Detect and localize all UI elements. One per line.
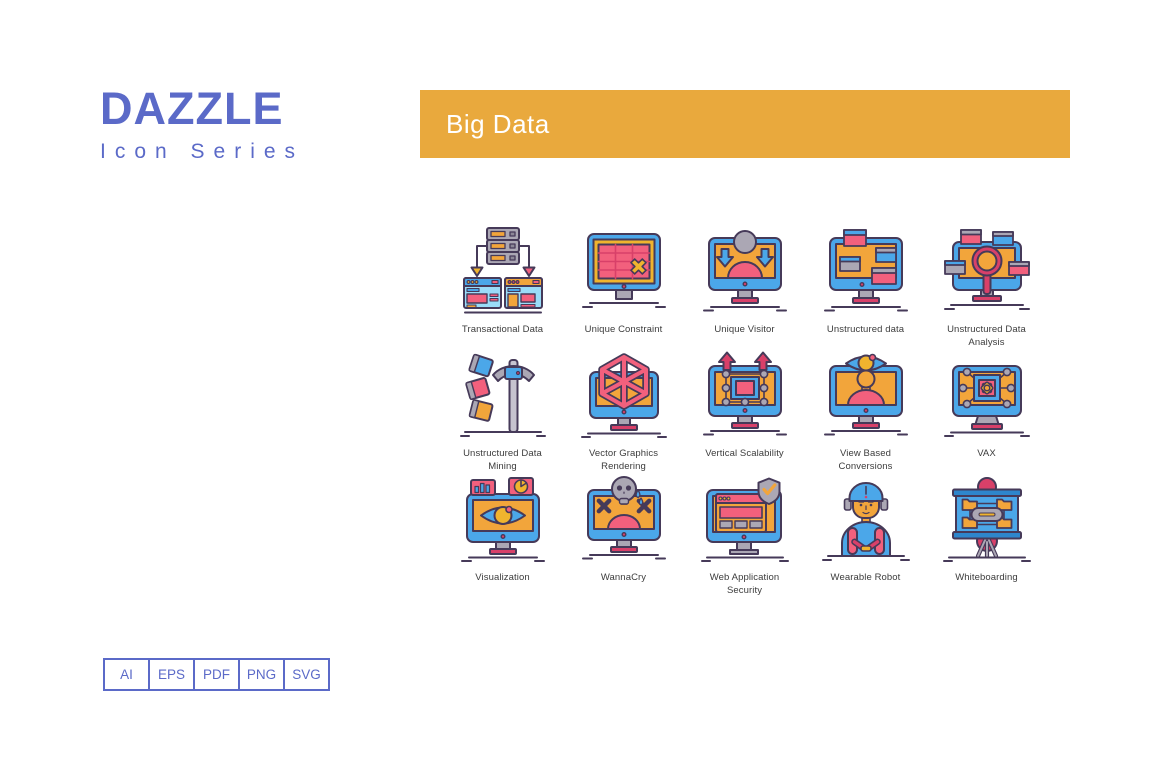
icon-cell-vax: VAX bbox=[926, 348, 1047, 472]
icon-label: Unstructured Data Mining bbox=[463, 448, 542, 472]
icon-label: Whiteboarding bbox=[955, 572, 1018, 583]
icon-label: Unstructured data bbox=[826, 324, 905, 335]
icon-label: Unique Constraint bbox=[584, 324, 663, 335]
icon-label: Web Application Security bbox=[709, 572, 780, 596]
format-badge-eps: EPS bbox=[150, 660, 195, 689]
icon-cell-whiteboarding: Whiteboarding bbox=[926, 472, 1047, 596]
icon-label: Vector Graphics Rendering bbox=[588, 448, 659, 472]
format-badge-pdf: PDF bbox=[195, 660, 240, 689]
vax-icon bbox=[941, 348, 1033, 440]
logo-title: DAZZLE bbox=[100, 83, 284, 134]
format-badge-ai: AI bbox=[105, 660, 150, 689]
icon-label: WannaCry bbox=[600, 572, 647, 583]
format-badge-svg: SVG bbox=[292, 667, 321, 682]
icon-label: Wearable Robot bbox=[830, 572, 901, 583]
category-header: Big Data bbox=[420, 90, 1070, 158]
whiteboarding-icon bbox=[941, 472, 1033, 564]
unique-visitor-icon bbox=[699, 224, 791, 316]
icon-grid: Transactional Data Unique Constraint bbox=[442, 224, 1047, 596]
icon-cell-transactional-data: Transactional Data bbox=[442, 224, 563, 348]
view-based-conversions-icon bbox=[820, 348, 912, 440]
logo: DAZZLE Icon Series bbox=[100, 86, 304, 164]
wannacry-icon bbox=[578, 472, 670, 564]
icon-cell-visualization: Visualization bbox=[442, 472, 563, 596]
icon-cell-wearable-robot: Wearable Robot bbox=[805, 472, 926, 596]
unstructured-data-icon bbox=[820, 224, 912, 316]
wearable-robot-icon bbox=[820, 472, 912, 564]
icon-cell-vector-graphics-rendering: Vector Graphics Rendering bbox=[563, 348, 684, 472]
format-badge-png: PNG bbox=[240, 660, 285, 689]
visualization-icon bbox=[457, 472, 549, 564]
icon-cell-web-application-security: Web Application Security bbox=[684, 472, 805, 596]
vector-graphics-rendering-icon bbox=[578, 348, 670, 440]
icon-label: VAX bbox=[977, 448, 996, 459]
icon-cell-vertical-scalability: Vertical Scalability bbox=[684, 348, 805, 472]
vertical-scalability-icon bbox=[699, 348, 791, 440]
web-application-security-icon bbox=[699, 472, 791, 564]
unstructured-data-analysis-icon bbox=[941, 224, 1033, 316]
file-format-badges: AI EPS PDF PNG SVG bbox=[103, 658, 330, 691]
icon-cell-unique-visitor: Unique Visitor bbox=[684, 224, 805, 348]
icon-label: View Based Conversions bbox=[838, 448, 893, 472]
logo-subtitle: Icon Series bbox=[100, 140, 305, 163]
icon-label: Unique Visitor bbox=[714, 324, 775, 335]
unique-constraint-icon bbox=[578, 224, 670, 316]
icon-cell-unstructured-data: Unstructured data bbox=[805, 224, 926, 348]
icon-label: Unstructured Data Analysis bbox=[947, 324, 1026, 348]
icon-label: Visualization bbox=[475, 572, 530, 583]
icon-cell-unique-constraint: Unique Constraint bbox=[563, 224, 684, 348]
transactional-data-icon bbox=[457, 224, 549, 316]
icon-cell-view-based-conversions: View Based Conversions bbox=[805, 348, 926, 472]
icon-cell-unstructured-data-mining: Unstructured Data Mining bbox=[442, 348, 563, 472]
icon-label: Vertical Scalability bbox=[705, 448, 784, 459]
category-title: Big Data bbox=[446, 108, 550, 139]
icon-label: Transactional Data bbox=[461, 324, 544, 335]
icon-cell-unstructured-data-analysis: Unstructured Data Analysis bbox=[926, 224, 1047, 348]
unstructured-data-mining-icon bbox=[457, 348, 549, 440]
icon-cell-wannacry: WannaCry bbox=[563, 472, 684, 596]
